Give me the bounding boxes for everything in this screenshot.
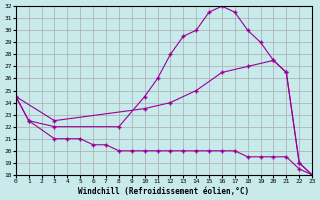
X-axis label: Windchill (Refroidissement éolien,°C): Windchill (Refroidissement éolien,°C) <box>78 187 250 196</box>
